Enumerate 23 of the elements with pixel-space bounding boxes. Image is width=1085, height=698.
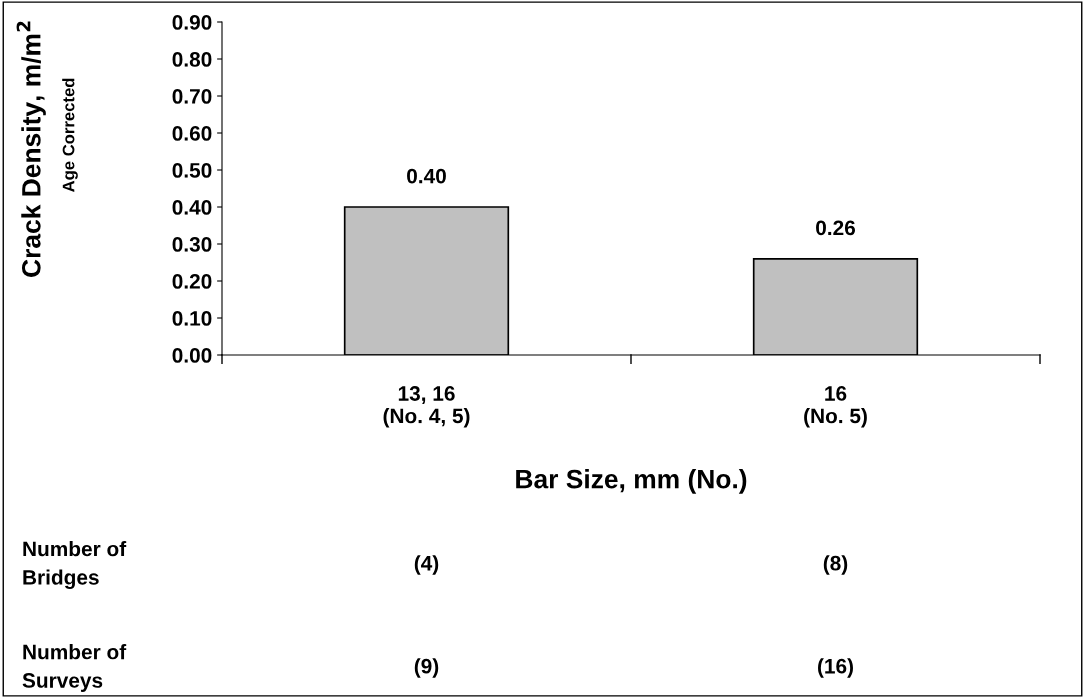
y-tick-label: 0.90 <box>172 15 212 30</box>
y-tick-label: 0.00 <box>172 348 212 363</box>
y-tick-label: 0.40 <box>172 200 212 215</box>
y-axis-title: Crack Density, m/m$^{2}$ <box>16 21 46 277</box>
data-label: 0.40 <box>407 168 446 184</box>
text: Number of Surveys <box>22 644 127 692</box>
y-tick-label: 0.60 <box>172 126 212 141</box>
text: (8) <box>823 555 848 575</box>
text: (9) <box>414 658 439 678</box>
y-tick-label: 0.50 <box>172 163 212 178</box>
y-tick-label: 0.10 <box>172 311 212 326</box>
x-tick-label: 13, 16 (No. 4, 5) <box>383 386 470 428</box>
text: Number of Bridges <box>23 541 127 589</box>
text: Age Corrected <box>62 78 78 193</box>
x-tick-label: 16 (No. 5) <box>804 386 867 428</box>
y-tick-label: 0.80 <box>172 52 212 67</box>
y-tick-label: 0.30 <box>172 237 212 252</box>
y-tick-label: 0.20 <box>172 274 212 289</box>
text: (16) <box>818 658 853 678</box>
text: (4) <box>414 555 439 575</box>
x-axis-title: Bar Size, mm (No.) <box>516 469 747 494</box>
y-tick-label: 0.70 <box>172 89 212 104</box>
data-label: 0.26 <box>816 220 856 236</box>
